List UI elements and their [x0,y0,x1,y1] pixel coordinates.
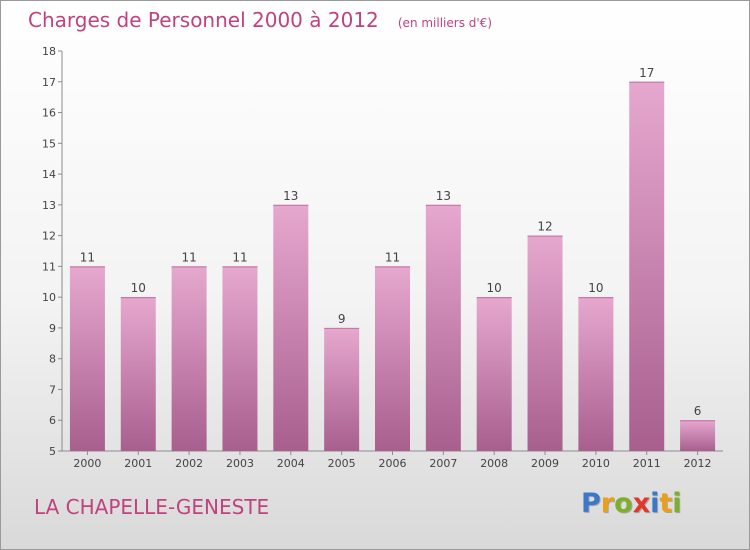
logo-letter: P [581,488,601,519]
bar-value-label: 13 [283,189,298,203]
proxiti-logo[interactable]: Proxiti [581,488,682,519]
x-tick-label: 2002 [175,457,203,470]
bar-2001 [120,297,156,451]
bar-2008 [476,297,512,451]
y-tick-label: 13 [42,199,56,212]
chart-subtitle: (en milliers d'€) [397,16,492,30]
logo-letter: o [614,488,633,519]
chart-title: Charges de Personnel 2000 à 2012 [28,8,379,32]
bar-value-label: 11 [181,250,196,264]
y-tick-label: 7 [49,383,56,396]
title-row: Charges de Personnel 2000 à 2012 (en mil… [28,8,492,32]
bar-2003 [222,266,258,451]
x-tick-label: 2001 [124,457,152,470]
bar-2007 [425,204,461,451]
y-tick-label: 8 [49,353,56,366]
x-tick-label: 2007 [429,457,457,470]
commune-name: LA CHAPELLE-GENESTE [34,495,270,519]
bar-2009 [527,235,563,451]
y-tick-label: 14 [42,168,56,181]
x-tick-label: 2004 [277,457,305,470]
logo-letter: x [632,488,651,519]
x-tick-label: 2006 [379,457,407,470]
y-tick-label: 10 [42,291,56,304]
logo-letter: i [650,488,660,519]
x-tick-label: 2003 [226,457,254,470]
x-tick-label: 2010 [582,457,610,470]
bar-value-label: 17 [639,66,654,80]
y-tick-label: 17 [42,76,56,89]
bar-value-label: 10 [131,281,146,295]
bar-2004 [273,204,309,451]
x-tick-label: 2009 [531,457,559,470]
bar-value-label: 10 [487,281,502,295]
bar-2005 [324,327,360,451]
bar-2006 [375,266,410,451]
bar-value-label: 6 [694,404,702,418]
logo-letter: r [600,488,615,519]
y-tick-label: 9 [49,322,56,335]
bar-value-label: 10 [588,281,603,295]
logo-letter: i [672,488,682,519]
bar-2000 [69,266,105,451]
bar-2010 [578,297,614,451]
bar-2012 [680,420,716,451]
y-tick-label: 16 [42,107,56,120]
y-tick-label: 11 [42,260,56,273]
y-tick-label: 6 [49,414,56,427]
x-tick-label: 2011 [633,457,661,470]
y-tick-label: 15 [42,137,56,150]
bar-value-label: 11 [385,250,400,264]
bars [69,81,716,452]
labels: 5 6 7 8 9 10 11 12 13 14 15 16 17 18 11 2000 10 2001 11 200… [42,45,712,470]
x-tick-label: 2008 [480,457,508,470]
y-tick-label: 12 [42,230,56,243]
bar-value-label: 12 [537,220,552,234]
logo-letter: t [659,488,673,519]
x-tick-label: 2000 [73,457,101,470]
x-tick-label: 2005 [328,457,356,470]
bar-value-label: 11 [232,250,247,264]
bar-2011 [629,81,665,452]
x-tick-label: 2012 [684,457,712,470]
bar-value-label: 11 [80,250,95,264]
y-tick-label: 18 [42,45,56,58]
bar-value-label: 13 [436,189,451,203]
bar-2002 [171,266,207,451]
y-tick-label: 5 [49,445,56,458]
bar-value-label: 9 [338,312,346,326]
